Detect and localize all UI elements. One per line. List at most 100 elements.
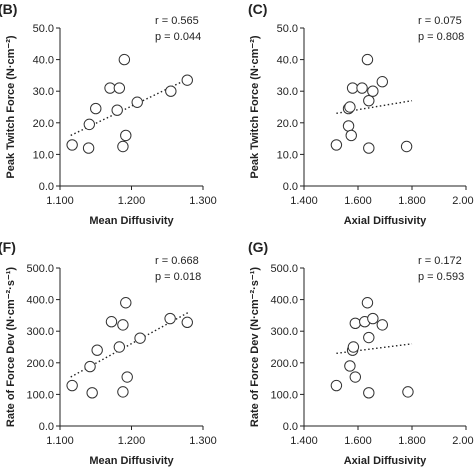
data-point <box>342 120 355 132</box>
x-axis-title: Axial Diffusivity <box>344 455 427 467</box>
stat-text: r = 0.565 <box>155 15 199 27</box>
stat-text: r = 0.172 <box>418 255 462 267</box>
y-tick-label: 200.0 <box>26 358 54 370</box>
data-point <box>363 94 375 107</box>
y-tick-label: 300.0 <box>270 326 298 338</box>
x-axis-title: Mean Diffusivity <box>89 455 174 467</box>
y-axis-title: Peak Twitch Force (N·cm⁻²) <box>5 35 17 178</box>
data-point <box>120 129 132 142</box>
data-point <box>361 297 374 309</box>
y-tick-label: 500.0 <box>270 263 298 275</box>
data-point <box>117 386 129 398</box>
y-tick-label: 0.0 <box>283 181 298 193</box>
x-axis-title: Mean Diffusivity <box>89 215 174 227</box>
x-tick-label: 1.300 <box>189 435 217 447</box>
data-point <box>349 371 361 383</box>
y-tick-label: 50.0 <box>33 23 54 35</box>
data-point <box>113 82 126 94</box>
x-tick-label: 1.100 <box>46 195 74 207</box>
y-tick-label: 10.0 <box>33 149 54 161</box>
data-point <box>363 142 375 154</box>
data-point <box>344 101 356 113</box>
y-tick-label: 400.0 <box>26 295 54 307</box>
data-point <box>120 297 132 309</box>
x-tick-label: 1.400 <box>290 195 318 207</box>
y-tick-label: 500.0 <box>26 263 54 275</box>
data-point <box>349 317 361 329</box>
data-point <box>181 316 193 329</box>
x-tick-label: 1.100 <box>46 435 74 447</box>
data-point <box>361 53 374 66</box>
y-axis-title: Rate of Force Dev (N·cm⁻²·s⁻¹) <box>249 267 261 427</box>
stat-text: p = 0.808 <box>418 31 464 43</box>
x-tick-label: 2.000 <box>452 195 474 207</box>
stat-text: r = 0.668 <box>155 255 199 267</box>
y-tick-label: 50.0 <box>277 23 298 35</box>
y-tick-label: 400.0 <box>270 295 298 307</box>
y-tick-label: 100.0 <box>26 389 54 401</box>
data-point <box>121 371 133 383</box>
scatter-panel: 0.0 10.0 20.0 30.0 40.0 50.0 1.100 1.200 1.300 Me… <box>0 1 217 227</box>
data-point <box>346 82 359 94</box>
data-point <box>376 76 388 88</box>
y-tick-label: 0.0 <box>39 421 54 433</box>
stat-text: p = 0.044 <box>155 31 201 43</box>
scatter-panel: 0.0 100.0 200.0 300.0 400.0 500.0 1.400 1.600 1.… <box>248 239 474 467</box>
data-point <box>111 104 123 116</box>
y-tick-label: 40.0 <box>33 55 54 67</box>
data-point <box>402 386 414 398</box>
data-point <box>134 332 146 344</box>
data-point <box>363 387 375 399</box>
data-point <box>131 96 143 108</box>
x-tick-label: 1.800 <box>398 195 426 207</box>
data-point <box>330 379 343 392</box>
stat-text: p = 0.593 <box>418 271 464 283</box>
y-axis-title: Rate of Force Dev (N·cm⁻²·s⁻¹) <box>5 267 17 427</box>
panel-letter: (G) <box>248 239 268 255</box>
data-point <box>165 85 177 97</box>
scatter-panel: 0.0 100.0 200.0 300.0 400.0 500.0 1.100 1.200 1.… <box>0 239 217 467</box>
y-tick-label: 0.0 <box>39 181 54 193</box>
y-tick-label: 200.0 <box>270 358 298 370</box>
y-tick-label: 30.0 <box>277 86 298 98</box>
data-point <box>367 312 379 325</box>
stat-text: p = 0.018 <box>155 271 201 283</box>
panel-letter: (C) <box>248 1 267 17</box>
data-point <box>90 102 102 115</box>
data-point <box>181 74 193 86</box>
data-point <box>344 360 356 372</box>
x-tick-label: 1.600 <box>344 435 372 447</box>
panel-letter: (B) <box>0 1 17 17</box>
data-point <box>376 319 388 331</box>
stat-text: r = 0.075 <box>418 15 462 27</box>
data-point <box>105 316 118 328</box>
y-tick-label: 0.0 <box>283 421 298 433</box>
data-point <box>83 118 96 131</box>
y-tick-label: 100.0 <box>270 389 298 401</box>
y-tick-label: 10.0 <box>277 149 298 161</box>
x-tick-label: 1.300 <box>189 195 217 207</box>
data-point <box>347 341 360 353</box>
scatter-panel: 0.0 10.0 20.0 30.0 40.0 50.0 1.400 1.600 1.800 2.… <box>248 1 474 227</box>
y-tick-label: 30.0 <box>33 86 54 98</box>
y-tick-label: 40.0 <box>277 55 298 67</box>
x-axis-title: Axial Diffusivity <box>344 215 427 227</box>
data-point <box>113 341 126 353</box>
data-point <box>66 139 78 151</box>
data-point <box>84 360 96 373</box>
data-point <box>86 387 98 399</box>
data-point <box>117 140 129 153</box>
data-point <box>367 85 379 97</box>
data-point <box>117 319 129 331</box>
x-tick-label: 1.800 <box>398 435 426 447</box>
y-axis-title: Peak Twitch Force (N·cm⁻²) <box>249 35 261 178</box>
data-point <box>363 331 375 344</box>
x-tick-label: 1.200 <box>118 435 146 447</box>
data-point <box>345 129 357 142</box>
data-point <box>82 142 95 154</box>
x-tick-label: 1.400 <box>290 435 318 447</box>
x-tick-label: 1.200 <box>118 195 146 207</box>
data-point <box>91 344 103 356</box>
